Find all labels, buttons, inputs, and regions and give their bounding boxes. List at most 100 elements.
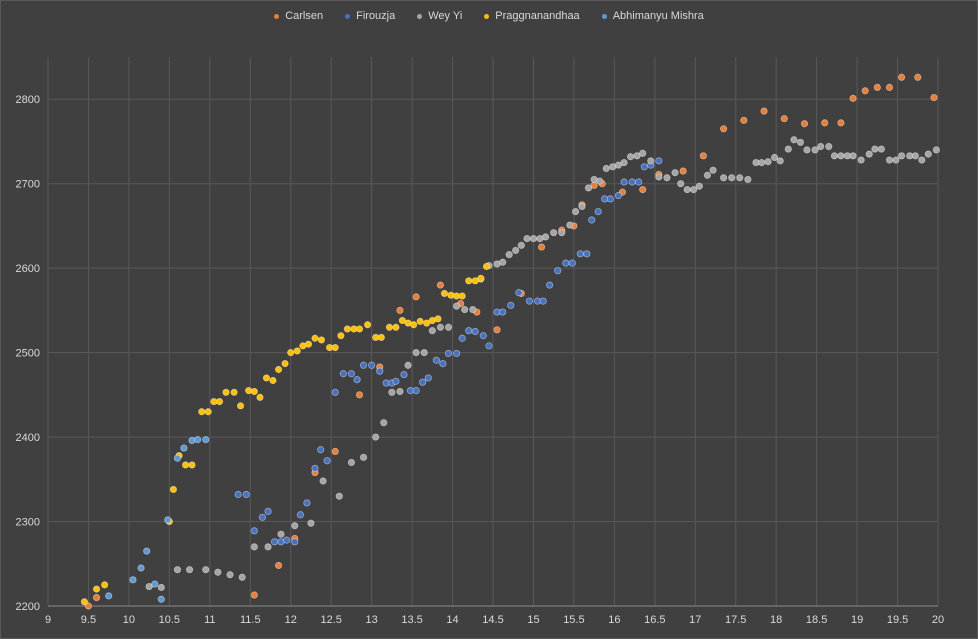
data-point bbox=[740, 116, 748, 124]
data-point bbox=[420, 349, 428, 357]
data-point bbox=[914, 73, 922, 81]
data-point bbox=[640, 163, 648, 171]
data-point bbox=[679, 167, 687, 175]
data-point bbox=[92, 593, 101, 602]
data-point bbox=[234, 490, 242, 499]
data-point bbox=[620, 178, 628, 186]
data-point bbox=[436, 281, 445, 289]
x-tick-label: 13 bbox=[366, 614, 378, 626]
x-tick-label: 18 bbox=[770, 614, 782, 626]
data-point bbox=[194, 436, 202, 444]
data-point bbox=[440, 289, 449, 298]
data-point bbox=[335, 492, 343, 500]
data-point bbox=[849, 152, 857, 160]
legend-marker bbox=[601, 13, 607, 19]
data-point bbox=[137, 564, 145, 572]
data-point bbox=[331, 343, 339, 352]
legend-item-firouzja[interactable]: Firouzja bbox=[345, 10, 395, 22]
data-point bbox=[562, 259, 570, 267]
data-point bbox=[380, 419, 388, 427]
data-point bbox=[388, 388, 396, 396]
data-point bbox=[363, 321, 372, 329]
data-point bbox=[436, 323, 445, 331]
data-point bbox=[323, 457, 331, 465]
data-point bbox=[396, 306, 404, 314]
data-point bbox=[924, 150, 932, 158]
data-point bbox=[505, 251, 513, 259]
data-point bbox=[283, 536, 291, 544]
data-point bbox=[412, 387, 420, 395]
data-point bbox=[319, 477, 327, 485]
data-point bbox=[214, 568, 222, 576]
data-point bbox=[897, 152, 906, 160]
data-point bbox=[546, 281, 554, 289]
data-point bbox=[372, 433, 380, 441]
data-point bbox=[317, 446, 325, 454]
data-point bbox=[885, 156, 894, 164]
data-point bbox=[188, 461, 196, 469]
data-point bbox=[857, 156, 865, 164]
data-point bbox=[568, 259, 576, 267]
data-point bbox=[663, 174, 671, 182]
data-point bbox=[639, 186, 647, 194]
data-point bbox=[281, 359, 289, 368]
data-point bbox=[256, 393, 264, 401]
data-point bbox=[918, 156, 926, 164]
data-point bbox=[865, 150, 873, 158]
data-point bbox=[274, 365, 283, 374]
data-point bbox=[169, 485, 178, 494]
data-point bbox=[311, 334, 319, 342]
data-point bbox=[758, 158, 766, 167]
legend-label: Firouzja bbox=[356, 10, 396, 22]
data-point bbox=[222, 388, 230, 396]
y-tick-label: 2300 bbox=[16, 517, 40, 529]
data-point bbox=[719, 174, 728, 182]
data-point bbox=[606, 195, 614, 203]
data-point bbox=[837, 119, 845, 127]
legend-item-praggnanandhaa[interactable]: Praggnanandhaa bbox=[484, 10, 580, 22]
legend-marker bbox=[417, 13, 423, 19]
x-tick-label: 15 bbox=[527, 614, 539, 626]
data-point bbox=[736, 174, 744, 182]
data-point bbox=[304, 340, 313, 348]
legend-label: Carlsen bbox=[285, 10, 324, 22]
data-point bbox=[432, 356, 440, 364]
data-point bbox=[817, 142, 825, 151]
data-point bbox=[683, 186, 691, 194]
data-point bbox=[204, 408, 212, 416]
data-point bbox=[392, 323, 400, 331]
data-point bbox=[343, 325, 351, 333]
data-point bbox=[355, 391, 364, 399]
data-point bbox=[803, 146, 811, 154]
y-tick-label: 2800 bbox=[16, 94, 40, 106]
data-point bbox=[258, 513, 267, 521]
legend-label: Praggnanandhaa bbox=[495, 10, 580, 22]
data-point bbox=[359, 361, 368, 369]
data-point bbox=[594, 207, 602, 216]
data-point bbox=[499, 258, 507, 266]
legend-item-carlsen[interactable]: Carlsen bbox=[274, 10, 323, 22]
data-point bbox=[396, 387, 404, 396]
data-point bbox=[293, 347, 301, 355]
data-point bbox=[620, 158, 628, 167]
data-point bbox=[571, 207, 580, 216]
data-point bbox=[709, 166, 717, 174]
legend-item-wey-yi[interactable]: Wey Yi bbox=[417, 10, 462, 22]
x-tick-label: 14.5 bbox=[482, 614, 503, 626]
legend-label: Wey Yi bbox=[428, 10, 463, 22]
data-point bbox=[164, 516, 172, 524]
data-point bbox=[635, 178, 643, 186]
data-point bbox=[101, 581, 109, 589]
data-point bbox=[477, 274, 485, 282]
data-point bbox=[583, 250, 591, 258]
data-point bbox=[465, 277, 473, 285]
data-point bbox=[770, 153, 779, 162]
data-point bbox=[317, 336, 326, 344]
data-point bbox=[250, 591, 258, 599]
x-tick-label: 11.5 bbox=[240, 614, 261, 626]
data-point bbox=[264, 507, 272, 516]
legend-item-abhimanyu-mishra[interactable]: Abhimanyu Mishra bbox=[601, 10, 704, 22]
x-tick-label: 12.5 bbox=[320, 614, 341, 626]
data-point bbox=[825, 142, 833, 151]
